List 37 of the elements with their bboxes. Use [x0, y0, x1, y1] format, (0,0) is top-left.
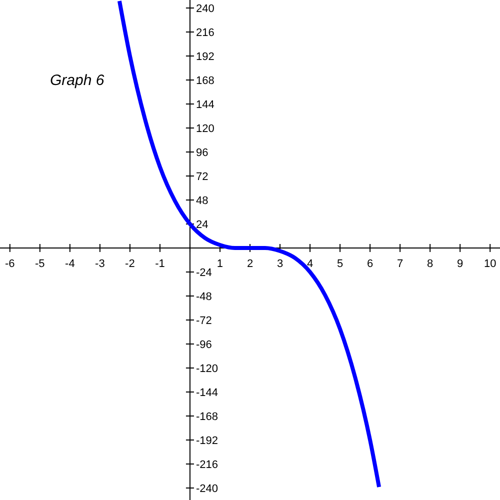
y-tick-label: -120 [196, 363, 218, 375]
y-tick-label: 72 [196, 171, 208, 183]
x-tick-label: -4 [65, 258, 75, 270]
y-tick-label: 96 [196, 147, 208, 159]
y-tick-label: -48 [196, 291, 212, 303]
y-tick-label: 192 [196, 51, 214, 63]
x-tick-label: 9 [457, 258, 464, 270]
x-tick-label: 7 [397, 258, 404, 270]
x-tick-label: 1 [216, 258, 224, 270]
y-tick-label: -96 [196, 339, 212, 351]
y-tick-label: -192 [196, 435, 218, 447]
x-tick-label: 5 [336, 258, 344, 270]
annotation: Graph 6 [50, 72, 105, 89]
x-tick-label: -3 [95, 258, 105, 270]
y-tick-label: 120 [196, 123, 214, 135]
y-tick-label: 240 [196, 3, 214, 15]
y-tick-label: 168 [196, 75, 214, 87]
y-tick-label: -24 [196, 267, 212, 279]
x-tick-label: 2 [246, 258, 254, 270]
y-tick-label: -216 [196, 459, 218, 471]
y-tick-label: -144 [196, 387, 218, 399]
y-tick-label: -72 [196, 315, 212, 327]
x-tick-label: 4 [306, 258, 314, 270]
x-tick-label: -5 [35, 258, 45, 270]
y-tick-label: 24 [196, 219, 208, 231]
y-tick-label: -240 [196, 483, 218, 495]
y-tick-label: 144 [196, 99, 214, 111]
y-tick-label: 48 [196, 195, 208, 207]
x-tick-label: 8 [427, 258, 434, 270]
x-tick-label: 3 [276, 258, 284, 270]
x-tick-label: 6 [366, 258, 374, 270]
y-tick-label: -168 [196, 411, 218, 423]
x-tick-label: -6 [5, 258, 15, 270]
x-tick-label: -2 [125, 258, 135, 270]
x-tick-label: -1 [155, 258, 165, 270]
x-tick-label: 10 [484, 258, 496, 270]
y-tick-label: 216 [196, 27, 214, 39]
